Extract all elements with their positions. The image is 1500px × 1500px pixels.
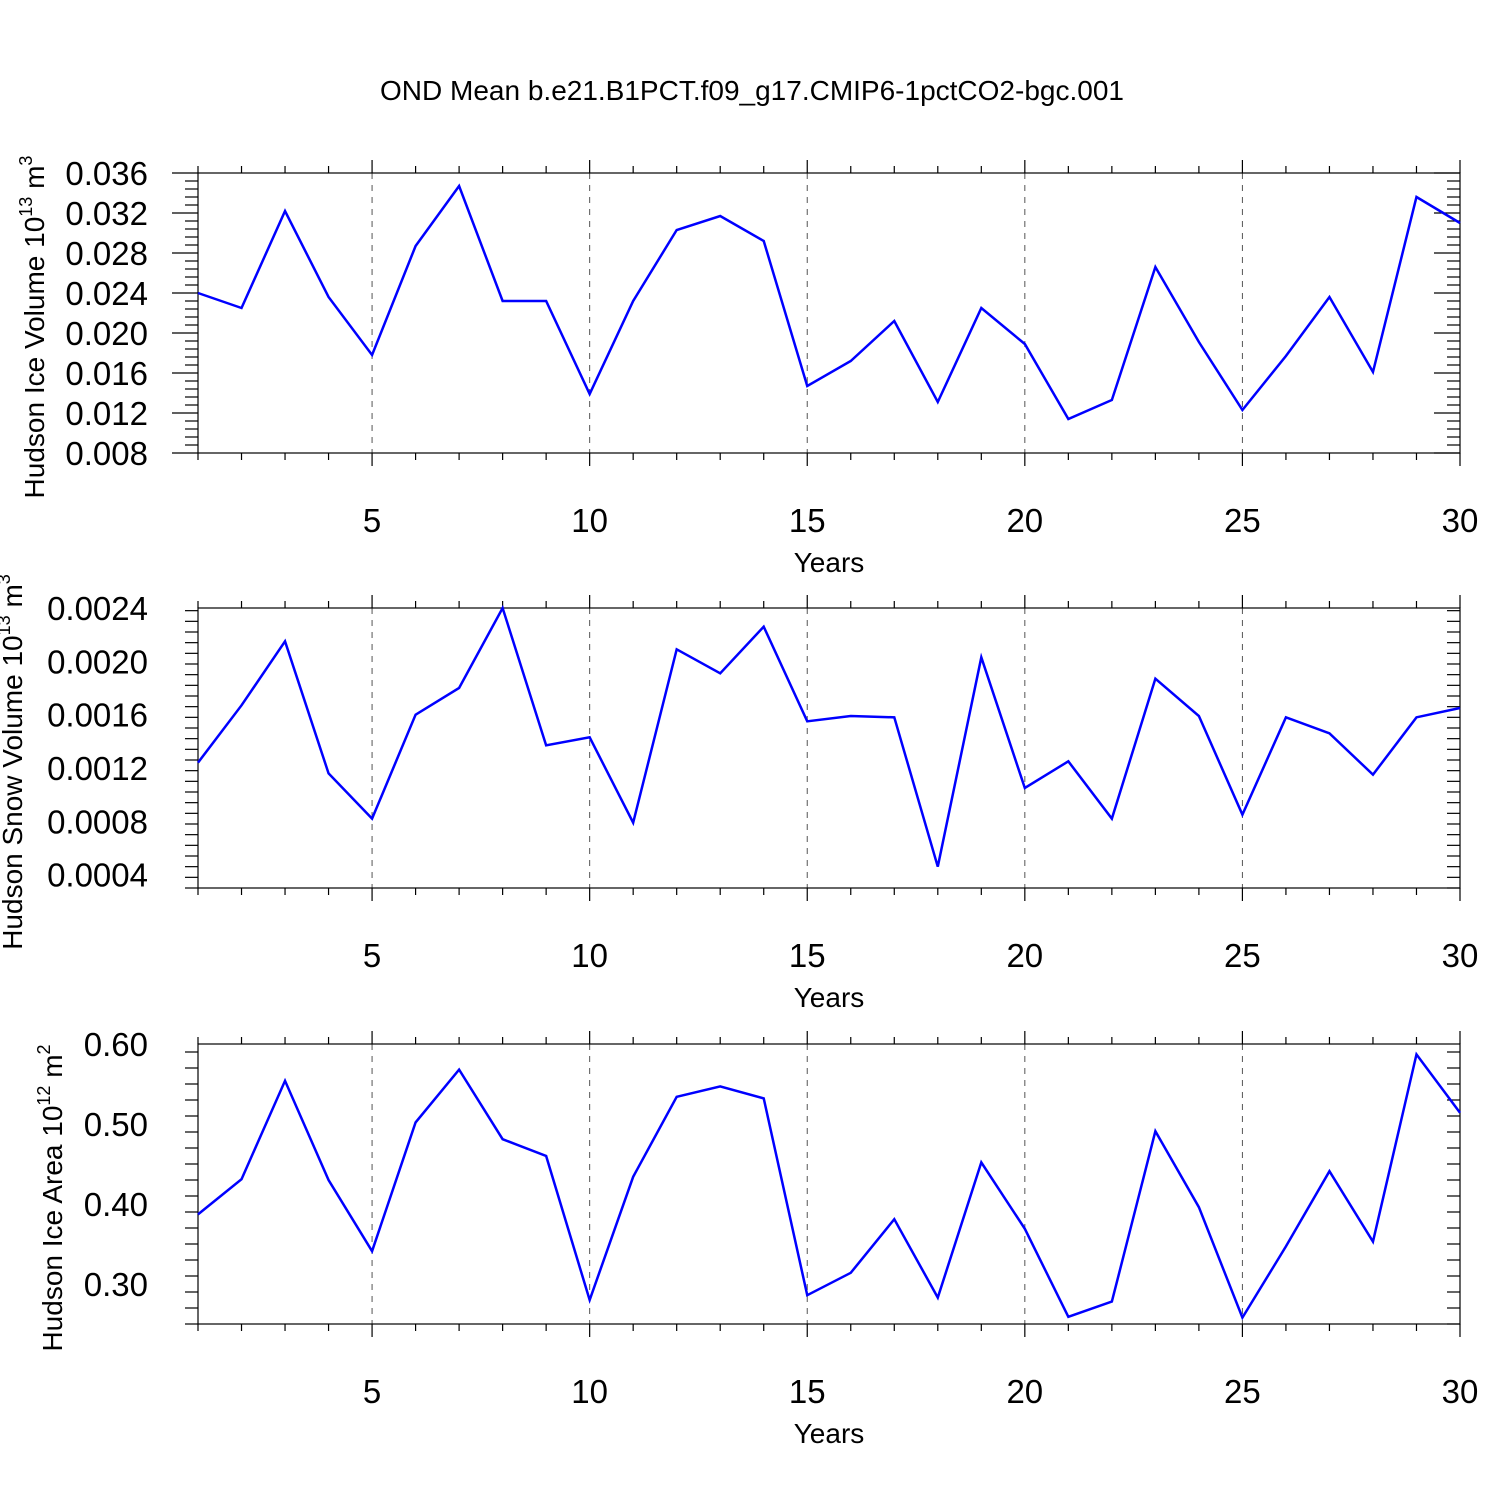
y-tick-label: 0.028 (65, 235, 148, 272)
x-axis-label: Years (794, 547, 865, 578)
y-axis-label-superscript: 3 (0, 574, 14, 584)
y-axis-label-superscript: 13 (0, 615, 14, 635)
x-tick-label: 5 (363, 937, 381, 974)
panel-3: 5 10 15 20 25 30 0.30 0.40 0.50 0.60 Years Hudson I… (34, 1026, 1478, 1449)
y-axis-label: Hudson Ice Area 1012 m2 (34, 1044, 68, 1351)
plot-frame (197, 172, 1461, 454)
y-axis-label-part: m (0, 584, 28, 615)
y-tick-label: 0.024 (65, 275, 148, 312)
y-tick-label: 0.032 (65, 195, 148, 232)
plot-frame (197, 1043, 1461, 1325)
y-axis-label-part: m (37, 1054, 68, 1085)
y-tick-label: 0.0012 (47, 750, 148, 787)
y-axis-label-part: Hudson Ice Area 10 (37, 1106, 68, 1352)
x-tick-label: 10 (571, 937, 608, 974)
x-tick-label: 20 (1006, 502, 1043, 539)
y-tick-label: 0.50 (84, 1106, 148, 1143)
y-tick-label: 0.020 (65, 315, 148, 352)
panel-2: 5 10 15 20 25 30 0.0004 0.0008 0.0012 0.0016 0.002… (0, 574, 1478, 1013)
plot-frame (197, 607, 1461, 889)
x-tick-label: 5 (363, 1373, 381, 1410)
x-tick-label: 10 (571, 502, 608, 539)
x-tick-label: 25 (1224, 502, 1261, 539)
x-tick-label: 15 (789, 502, 826, 539)
series-line-hudson-ice-volume (197, 183, 1461, 421)
x-tick-label: 20 (1006, 1373, 1043, 1410)
y-tick-label: 0.0004 (47, 857, 148, 894)
y-axis-label-superscript: 3 (16, 156, 36, 166)
x-axis-label: Years (794, 982, 865, 1013)
y-axis-label: Hudson Snow Volume 1013 m3 (0, 574, 28, 950)
y-tick-label: 0.036 (65, 155, 148, 192)
y-axis-label-superscript: 12 (34, 1086, 54, 1106)
y-tick-label: 0.0008 (47, 803, 148, 840)
y-tick-label: 0.016 (65, 355, 148, 392)
y-tick-label: 0.012 (65, 395, 148, 432)
y-axis-label-superscript: 13 (16, 197, 36, 217)
x-tick-label: 15 (789, 1373, 826, 1410)
y-axis-label-part: Hudson Ice Volume 10 (19, 217, 50, 499)
x-tick-label: 30 (1442, 502, 1479, 539)
y-tick-label: 0.0024 (47, 590, 148, 627)
x-tick-label: 20 (1006, 937, 1043, 974)
y-tick-label: 0.30 (84, 1266, 148, 1303)
x-tick-label: 15 (789, 937, 826, 974)
x-tick-label: 30 (1442, 937, 1479, 974)
y-axis-label-part: m (19, 166, 50, 197)
panel-1: 5 10 15 20 25 30 0.0080.0120.0160.0200.0240.02… (16, 155, 1478, 578)
y-axis-label-part: Hudson Snow Volume 10 (0, 635, 28, 949)
x-tick-label: 25 (1224, 1373, 1261, 1410)
x-tick-label: 30 (1442, 1373, 1479, 1410)
y-axis-label: Hudson Ice Volume 1013 m3 (16, 156, 50, 499)
x-axis-label: Years (794, 1418, 865, 1449)
x-tick-label: 25 (1224, 937, 1261, 974)
series-line-hudson-ice-area (197, 1051, 1462, 1321)
x-tick-label: 5 (363, 502, 381, 539)
y-axis-label-superscript: 2 (34, 1044, 54, 1054)
y-tick-label: 0.0020 (47, 643, 148, 680)
y-tick-label: 0.40 (84, 1186, 148, 1223)
x-tick-label: 10 (571, 1373, 608, 1410)
y-tick-label: 0.0016 (47, 697, 148, 734)
y-tick-label: 0.008 (65, 435, 148, 472)
series-line-hudson-snow-volume (197, 604, 1461, 868)
y-tick-label: 0.60 (84, 1026, 148, 1063)
figure-title: OND Mean b.e21.B1PCT.f09_g17.CMIP6-1pctC… (380, 75, 1124, 106)
